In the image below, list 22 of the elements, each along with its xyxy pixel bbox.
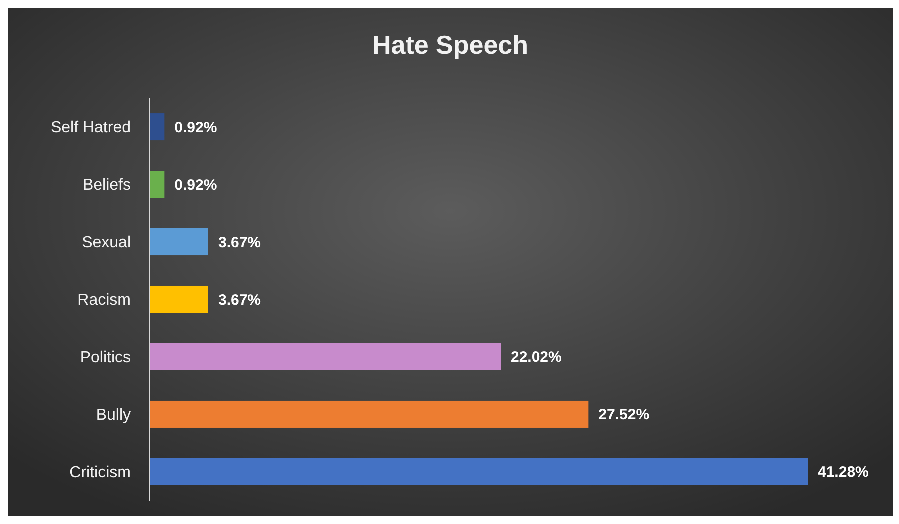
- data-label: 3.67%: [218, 234, 262, 252]
- y-tick-label: Beliefs: [82, 177, 131, 194]
- bar: [150, 171, 165, 198]
- bar: [150, 458, 808, 486]
- data-label: 0.92%: [174, 119, 218, 136]
- bar: [150, 400, 589, 428]
- bar: [150, 286, 208, 314]
- y-tick-label: Self Hatred: [50, 120, 131, 137]
- bar: [150, 228, 208, 256]
- data-label: 27.52%: [598, 406, 650, 424]
- data-label: 22.02%: [510, 349, 562, 366]
- bar: [150, 343, 501, 370]
- bar: [150, 114, 165, 141]
- y-tick-label: Politics: [80, 350, 131, 367]
- y-tick-label: Racism: [78, 292, 131, 310]
- data-label: 0.92%: [174, 176, 218, 194]
- chart-title: Hate Speech: [372, 30, 529, 60]
- y-tick-label: Sexual: [82, 234, 131, 252]
- y-tick-label: Bully: [96, 407, 131, 424]
- y-tick-label: Criticism: [70, 464, 131, 482]
- data-label: 3.67%: [218, 292, 262, 309]
- data-label: 41.28%: [818, 464, 869, 482]
